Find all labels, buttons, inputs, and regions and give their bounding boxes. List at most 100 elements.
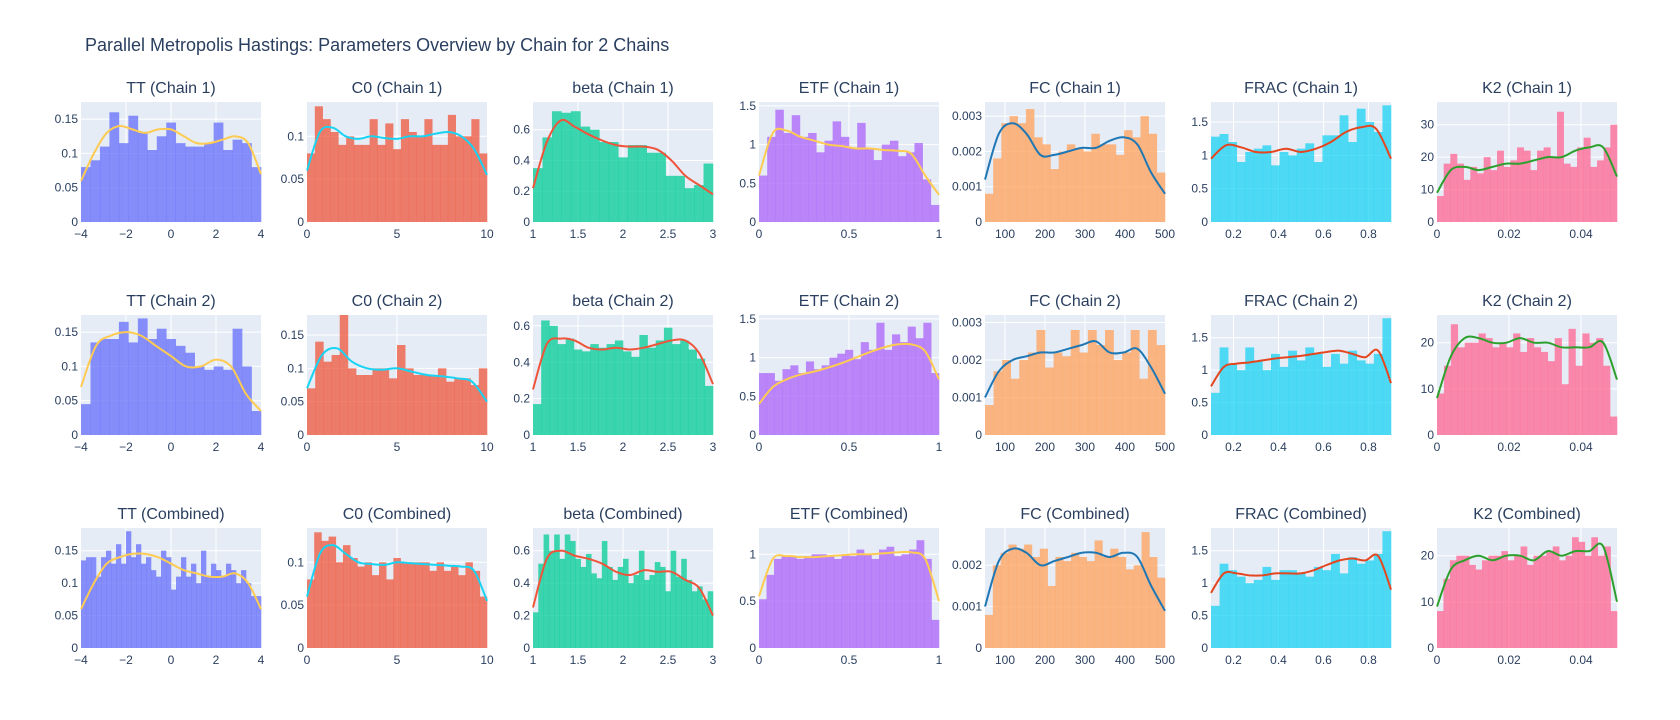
histogram-bar: [656, 152, 666, 222]
x-tick-label: 2: [213, 653, 220, 667]
y-tick-label: 0: [71, 428, 78, 442]
kde-line: [758, 127, 940, 196]
histogram-bar: [1554, 338, 1562, 435]
histogram-bar: [816, 152, 825, 222]
x-tick-label: −2: [119, 653, 133, 667]
histogram-bar: [1540, 351, 1549, 435]
y-tick-label: 0: [523, 641, 530, 655]
histogram-bar: [1149, 556, 1158, 648]
histogram-bar: [151, 570, 157, 648]
y-tick-label: 0.6: [513, 123, 530, 137]
x-tick-label: 3: [710, 653, 717, 667]
y-tick-label: 0: [297, 428, 304, 442]
histogram-bar: [865, 148, 874, 222]
histogram-bar: [1477, 173, 1484, 222]
histogram-bar: [147, 339, 158, 435]
histogram-bar: [826, 556, 835, 648]
histogram-bar: [596, 578, 603, 648]
histogram-bar: [379, 562, 387, 648]
histogram-bar: [879, 549, 887, 648]
histogram-bar: [608, 142, 619, 222]
y-tick-label: 1.5: [1191, 115, 1208, 129]
subplot-fc-0: FC (Chain 1) 0 0.001 0.002 0.003 100 200 300 400…: [952, 80, 1175, 241]
histogram-bar: [380, 368, 390, 435]
histogram-bar: [161, 550, 167, 648]
histogram-bar: [328, 536, 337, 648]
y-tick-label: 0.003: [952, 109, 982, 123]
x-tick-label: −2: [119, 227, 133, 241]
histogram-bar: [759, 599, 767, 648]
histogram-bar: [126, 531, 132, 648]
x-tick-label: 500: [1155, 440, 1175, 454]
histogram-bar: [703, 163, 714, 222]
x-tick-label: 0.04: [1569, 227, 1593, 241]
subplot-title: K2 (Combined): [1473, 506, 1581, 523]
x-tick-label: 0: [1434, 440, 1441, 454]
histogram-bar: [543, 534, 550, 648]
histogram-bar: [845, 349, 854, 435]
histogram-bar: [808, 132, 817, 222]
histogram-bar: [1271, 579, 1280, 648]
subplot-title: C0 (Chain 2): [352, 293, 443, 310]
y-tick-label: 0: [749, 428, 756, 442]
histogram-bar: [156, 136, 167, 222]
x-tick-label: 0.4: [1270, 653, 1287, 667]
histogram-bar: [598, 347, 607, 435]
histogram-bar: [185, 352, 195, 435]
x-tick-label: 1.5: [570, 653, 587, 667]
histogram-bar: [1110, 548, 1119, 648]
histogram-bar: [1279, 366, 1289, 435]
histogram-bar: [1050, 169, 1059, 222]
subplot-frac-2: FRAC (Combined) 0 0.5 1 1.5 0.2 0.4 0.6 0.8: [1191, 506, 1392, 667]
subplot-fc-1: FC (Chain 2) 0 0.001 0.002 0.003 100 200 300 400…: [952, 293, 1175, 454]
y-tick-label: 0.05: [281, 598, 305, 612]
histogram-bar: [1457, 347, 1465, 435]
histogram-bar: [1373, 132, 1383, 222]
x-tick-label: 10: [480, 227, 494, 241]
histogram-bar: [1086, 561, 1095, 648]
histogram-bar: [889, 140, 899, 222]
y-tick-label: 0.1: [61, 359, 78, 373]
histogram-bar: [91, 557, 97, 648]
histogram-bar: [901, 554, 910, 648]
histogram-bar: [665, 175, 676, 222]
histogram-bar: [1348, 557, 1358, 648]
histogram-bar: [1475, 569, 1483, 648]
histogram-bar: [675, 576, 682, 648]
kde-line: [1436, 542, 1618, 607]
histogram-bar: [1437, 393, 1445, 435]
subplot-etf-1: ETF (Chain 2) 0 0.5 1 1.5 0 0.5 1: [739, 293, 942, 454]
histogram-bar: [914, 143, 923, 222]
x-tick-label: 0: [304, 653, 311, 667]
histogram-bar: [585, 553, 592, 648]
histogram-bar: [992, 565, 1001, 648]
x-tick-label: 0: [756, 440, 763, 454]
histogram-bar: [1122, 352, 1132, 435]
histogram-bar: [446, 381, 455, 435]
kde-line: [80, 124, 262, 182]
y-tick-label: 1.5: [739, 312, 756, 326]
histogram-bar: [1575, 365, 1583, 435]
histogram-bar: [1610, 611, 1618, 648]
histogram-bar: [993, 158, 1002, 222]
x-tick-label: 400: [1115, 653, 1135, 667]
histogram-bar: [1071, 552, 1080, 648]
kde-line: [532, 549, 714, 617]
histogram-bar: [1449, 560, 1457, 648]
histogram-bar: [767, 136, 776, 222]
histogram-bar: [1245, 347, 1255, 435]
histogram-bar: [1582, 333, 1590, 435]
x-tick-label: 1: [936, 227, 943, 241]
histogram-bar: [549, 325, 558, 435]
y-tick-label: 0.05: [55, 181, 79, 195]
x-tick-label: 500: [1155, 653, 1175, 667]
kde-line: [984, 340, 1166, 398]
histogram-bar: [422, 562, 430, 648]
histogram-bar: [766, 574, 775, 648]
histogram-bar: [647, 347, 657, 435]
histogram-bar: [1094, 540, 1103, 648]
histogram-bar: [1296, 360, 1306, 435]
histogram-bar: [232, 328, 243, 435]
histogram-bar: [1492, 347, 1500, 435]
x-tick-label: 2: [620, 653, 627, 667]
